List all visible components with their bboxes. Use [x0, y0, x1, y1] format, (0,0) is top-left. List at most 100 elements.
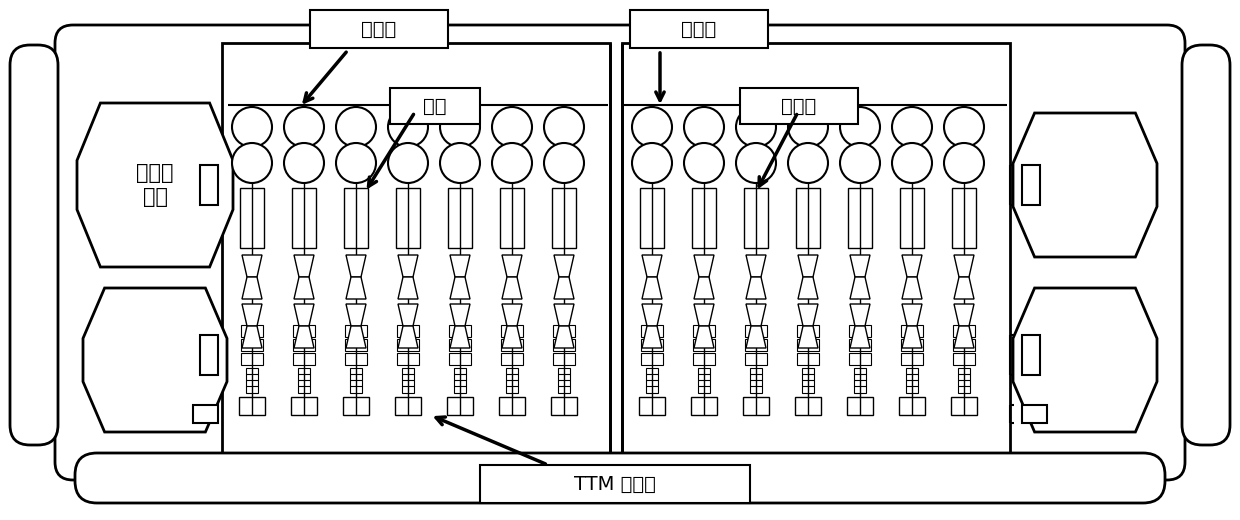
Circle shape	[632, 107, 672, 147]
Circle shape	[440, 143, 480, 183]
Polygon shape	[901, 255, 923, 277]
Polygon shape	[346, 277, 366, 299]
Bar	[500, 188, 525, 248]
Bar	[640, 188, 663, 248]
Polygon shape	[398, 326, 418, 348]
Bar	[200, 335, 218, 375]
Polygon shape	[901, 304, 923, 326]
Circle shape	[737, 143, 776, 183]
Polygon shape	[694, 277, 714, 299]
Polygon shape	[450, 277, 470, 299]
Bar	[641, 325, 663, 337]
Bar	[501, 339, 523, 351]
Bar	[480, 465, 750, 503]
Polygon shape	[642, 326, 662, 348]
Circle shape	[839, 107, 880, 147]
Polygon shape	[450, 326, 470, 348]
Polygon shape	[694, 304, 714, 326]
Circle shape	[388, 107, 428, 147]
Bar	[397, 353, 419, 365]
Bar	[797, 325, 818, 337]
Polygon shape	[1013, 113, 1157, 257]
Bar	[951, 397, 977, 415]
Bar	[506, 368, 518, 393]
Bar	[293, 325, 315, 337]
Bar	[241, 188, 264, 248]
Polygon shape	[642, 255, 662, 277]
Bar	[343, 188, 368, 248]
Bar	[847, 397, 873, 415]
Bar	[692, 188, 715, 248]
Bar	[343, 397, 370, 415]
Polygon shape	[502, 255, 522, 277]
Circle shape	[892, 143, 932, 183]
Polygon shape	[954, 255, 973, 277]
Polygon shape	[502, 304, 522, 326]
Bar	[241, 325, 263, 337]
Circle shape	[737, 107, 776, 147]
Bar	[693, 353, 715, 365]
Polygon shape	[346, 326, 366, 348]
Bar	[641, 353, 663, 365]
Bar	[795, 397, 821, 415]
Bar	[740, 88, 858, 124]
Bar	[797, 339, 818, 351]
Polygon shape	[746, 277, 766, 299]
Bar	[1022, 165, 1040, 205]
Bar	[646, 368, 658, 393]
Polygon shape	[77, 103, 233, 267]
Bar	[448, 188, 472, 248]
Circle shape	[440, 107, 480, 147]
Bar	[698, 368, 711, 393]
Bar	[391, 88, 480, 124]
Bar	[630, 10, 768, 48]
FancyBboxPatch shape	[1182, 45, 1230, 445]
Bar	[848, 188, 872, 248]
Polygon shape	[294, 326, 314, 348]
Bar	[954, 325, 975, 337]
Bar	[291, 397, 317, 415]
Polygon shape	[242, 326, 262, 348]
Polygon shape	[901, 277, 923, 299]
Polygon shape	[849, 277, 870, 299]
Bar	[298, 368, 310, 393]
Text: TTM 电路板: TTM 电路板	[574, 474, 656, 493]
Polygon shape	[554, 277, 574, 299]
Circle shape	[232, 143, 272, 183]
Circle shape	[544, 143, 584, 183]
Polygon shape	[554, 304, 574, 326]
Bar	[553, 325, 575, 337]
Bar	[693, 325, 715, 337]
Circle shape	[684, 107, 724, 147]
Polygon shape	[398, 277, 418, 299]
Bar	[954, 339, 975, 351]
Bar	[402, 368, 414, 393]
Bar	[498, 397, 525, 415]
Polygon shape	[502, 277, 522, 299]
Bar	[553, 339, 575, 351]
Bar	[241, 339, 263, 351]
Polygon shape	[694, 255, 714, 277]
Bar	[796, 188, 820, 248]
Polygon shape	[642, 304, 662, 326]
Polygon shape	[294, 277, 314, 299]
Polygon shape	[849, 304, 870, 326]
Bar	[449, 353, 471, 365]
Bar	[310, 10, 448, 48]
Bar	[797, 353, 818, 365]
Bar	[745, 353, 768, 365]
Polygon shape	[642, 277, 662, 299]
Bar	[901, 325, 923, 337]
Bar	[691, 397, 717, 415]
Polygon shape	[694, 326, 714, 348]
Bar	[745, 325, 768, 337]
Bar	[241, 353, 263, 365]
Bar	[446, 397, 472, 415]
Polygon shape	[242, 255, 262, 277]
Polygon shape	[450, 255, 470, 277]
Bar	[744, 188, 768, 248]
Polygon shape	[849, 255, 870, 277]
Bar	[350, 368, 362, 393]
Circle shape	[892, 107, 932, 147]
Polygon shape	[294, 255, 314, 277]
